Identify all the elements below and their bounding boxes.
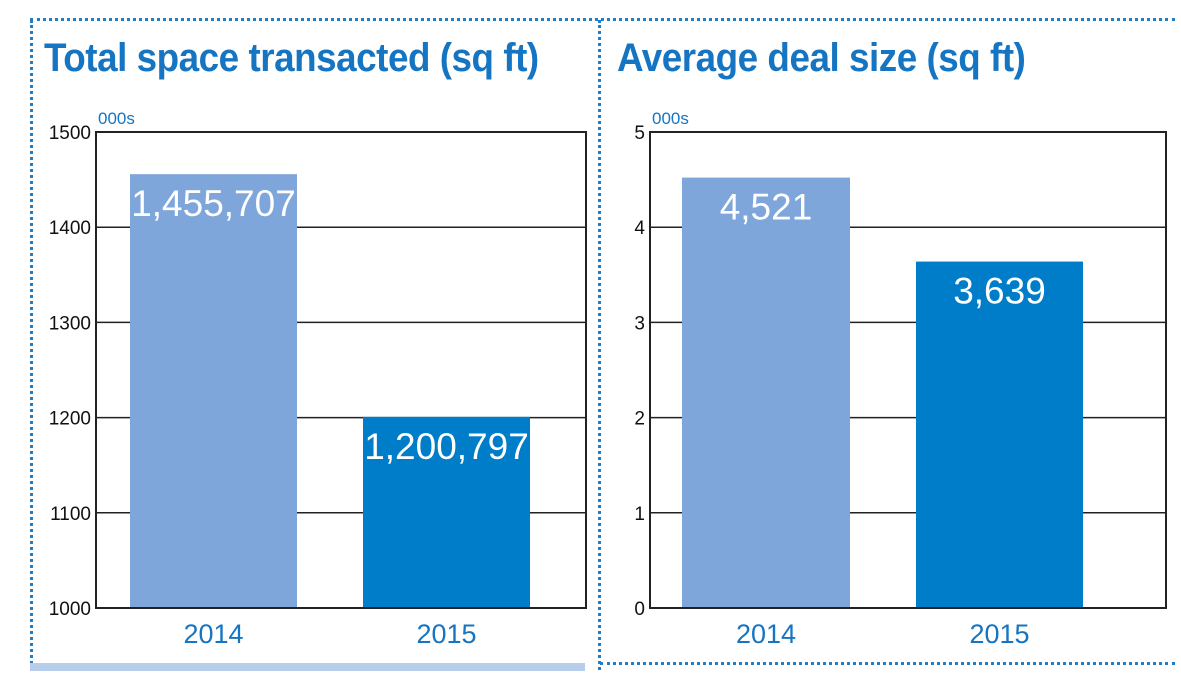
- panel-divider: [598, 20, 601, 670]
- bottom-dotted-border: [600, 662, 1175, 665]
- data-label: 1,455,707: [131, 183, 296, 224]
- chart-title: Average deal size (sq ft): [617, 36, 1026, 80]
- chart-title: Total space transacted (sq ft): [44, 36, 539, 80]
- data-label: 3,639: [953, 271, 1046, 312]
- y-tick-label: 1000: [49, 599, 91, 620]
- plot-frame: [649, 131, 1167, 609]
- bar-2014: [682, 177, 850, 608]
- bottom-accent-bar: [30, 663, 585, 671]
- y-tick-label: 1400: [49, 218, 91, 239]
- plot-frame: [95, 131, 587, 609]
- bar-2015: [363, 416, 530, 608]
- y-tick-label: 0: [634, 599, 645, 620]
- unit-label: 000s: [652, 109, 689, 128]
- x-tick-label: 2014: [183, 619, 243, 649]
- x-tick-label: 2015: [416, 619, 476, 649]
- y-tick-label: 1500: [49, 123, 91, 144]
- chart-panel-total-space: Total space transacted (sq ft) 1000 1100 1…: [44, 36, 587, 649]
- y-tick-label: 2: [634, 409, 645, 430]
- chart-total-space: 1000 1100 1200 1300 1400 1500 000s 1,455,707 201…: [49, 109, 587, 649]
- data-label: 4,521: [720, 187, 813, 228]
- y-tick-label: 3: [634, 313, 645, 334]
- y-tick-label: 1200: [49, 409, 91, 430]
- x-tick-label: 2015: [969, 619, 1029, 649]
- left-dotted-border: [30, 20, 33, 670]
- bar-2014: [130, 174, 297, 608]
- unit-label: 000s: [98, 109, 135, 128]
- x-tick-label: 2014: [736, 619, 796, 649]
- bar-2015: [916, 261, 1083, 608]
- data-label: 1,200,797: [364, 426, 529, 467]
- y-tick-label: 1: [634, 504, 645, 525]
- y-tick-label: 1300: [49, 313, 91, 334]
- top-dotted-border: [30, 18, 1175, 21]
- chart-panel-average-deal-size: Average deal size (sq ft) 0 1 2 3 4 5 000s 4,52…: [600, 0, 1181, 676]
- y-tick-label: 5: [634, 123, 645, 144]
- y-tick-label: 1100: [50, 504, 91, 525]
- chart-average-deal-size: 0 1 2 3 4 5 000s 4,521 2014 3,639 2015: [634, 109, 1167, 649]
- y-tick-label: 4: [634, 218, 645, 239]
